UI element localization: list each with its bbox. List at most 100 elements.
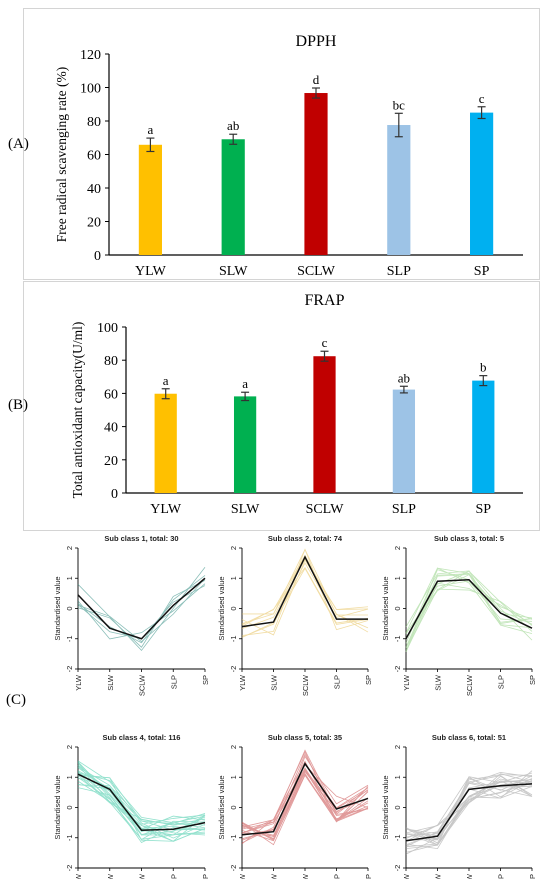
y-tick-label: 0 (393, 805, 402, 809)
significance-letter: c (479, 91, 485, 106)
y-tick-label: -2 (65, 666, 74, 673)
y-tick-label: -1 (393, 834, 402, 841)
x-tick-label: SLP (169, 675, 178, 689)
cluster-subplot-6: Sub class 6, total: 51 Standardised value… (381, 733, 537, 879)
significance-letter: ab (227, 118, 239, 133)
member-profile-line (77, 583, 206, 640)
subplot-title: Sub class 4, total: 116 (103, 733, 181, 742)
y-tick-label: -1 (229, 635, 238, 642)
significance-letter: a (242, 376, 248, 391)
y-axis-label: Standardised value (53, 775, 62, 839)
y-tick-label: 40 (87, 182, 101, 197)
member-profiles (241, 749, 369, 846)
mean-profile-line (77, 577, 206, 640)
member-profile-line (241, 548, 369, 625)
bar-ylw (138, 144, 162, 255)
error-bar-slp (394, 112, 403, 138)
mean-profile-line (241, 555, 368, 628)
member-profile-line (405, 588, 533, 651)
significance-letter: ab (398, 370, 410, 385)
bar-sclw (304, 93, 328, 255)
significance-letter: d (313, 72, 320, 87)
y-axis-label: Total antioxidant capacity(U/ml) (70, 322, 85, 499)
y-tick-label: 60 (87, 149, 101, 164)
member-profile-line (77, 575, 206, 644)
y-tick-label: 60 (104, 387, 118, 402)
y-tick-label: 0 (229, 805, 238, 809)
y-tick-label: 0 (111, 487, 118, 502)
error-bar-slp (399, 385, 408, 394)
y-axis-label: Free radical scavenging rate (%) (54, 67, 69, 242)
cluster-subplot-4: Sub class 4, total: 116 Standardised valu… (53, 733, 210, 879)
member-profile-line (241, 567, 369, 638)
y-tick-label: 2 (393, 745, 402, 749)
bar-chart-b: FRAP Total antioxidant capacity(U/ml) 0 20 4… (70, 292, 523, 517)
error-bar-ylw (146, 137, 155, 153)
mean-profile-line (241, 762, 369, 836)
x-tick-label: YLW (402, 873, 411, 879)
x-tick-label: SCLW (138, 674, 147, 696)
member-profile-line (405, 785, 533, 853)
x-tick-label: SP (476, 502, 492, 517)
error-bar-sclw (312, 87, 320, 99)
significance-letter: bc (393, 97, 406, 112)
significance-letter: a (163, 373, 169, 388)
x-tick-label: SCLW (138, 873, 147, 879)
y-tick-label: -2 (229, 666, 238, 673)
subplot-title: Sub class 3, total: 5 (434, 534, 504, 543)
y-axis-label: Standardised value (381, 775, 390, 839)
x-tick-label: SLW (106, 873, 115, 879)
x-tick-label: YLW (238, 873, 247, 879)
x-tick-label: SLW (434, 674, 443, 691)
bar-sp (470, 112, 494, 255)
panel-label-a: (A) (8, 136, 29, 152)
member-profile-line (77, 780, 206, 836)
panel-label-c: (C) (6, 692, 26, 708)
member-profile-line (405, 772, 533, 847)
member-profile-line (241, 566, 369, 627)
y-axis-label: Standardised value (217, 576, 226, 640)
y-tick-label: 0 (94, 249, 101, 264)
y-tick-label: 100 (80, 82, 101, 97)
panel-b-frame (23, 281, 540, 531)
y-tick-label: 100 (97, 321, 118, 336)
x-tick-label: YLW (238, 674, 247, 691)
chart-title: FRAP (304, 292, 344, 309)
mean-profile-line (77, 773, 206, 831)
y-axis-label: Standardised value (217, 775, 226, 839)
member-profile-line (241, 767, 369, 836)
member-profiles (405, 770, 533, 855)
x-tick-label: SLW (270, 873, 279, 879)
member-profile-line (405, 782, 533, 841)
x-tick-label: SLP (497, 874, 506, 879)
member-profile-line (405, 580, 533, 635)
x-tick-label: SP (201, 874, 210, 879)
error-bar-sp (479, 375, 488, 387)
member-profile-line (405, 780, 533, 846)
member-profile-line (405, 775, 533, 834)
y-tick-label: 1 (393, 576, 402, 580)
member-profile-line (241, 774, 369, 841)
subplot-title: Sub class 6, total: 51 (432, 733, 506, 742)
significance-letter: a (148, 122, 154, 137)
y-tick-label: -2 (65, 865, 74, 872)
error-bar-sp (477, 106, 486, 120)
y-tick-label: 0 (393, 606, 402, 610)
x-tick-label: YLW (74, 873, 83, 879)
member-profile-line (405, 776, 533, 842)
y-tick-label: 0 (65, 805, 74, 809)
error-bar-sclw (320, 350, 329, 362)
y-tick-label: 1 (65, 775, 74, 779)
y-tick-label: 40 (104, 421, 118, 436)
y-tick-label: -1 (65, 635, 74, 642)
y-tick-label: 2 (393, 546, 402, 550)
y-tick-label: 0 (65, 606, 74, 610)
chart-title: DPPH (296, 33, 337, 50)
y-tick-label: 80 (87, 115, 101, 130)
significance-letter: c (322, 335, 328, 350)
bar-slw (221, 139, 245, 255)
x-tick-label: SLW (434, 873, 443, 879)
cluster-subplot-5: Sub class 5, total: 35 Standardised value… (217, 733, 373, 879)
bar-chart-a: DPPH Free radical scavenging rate (%) 0 20 4… (54, 33, 523, 279)
